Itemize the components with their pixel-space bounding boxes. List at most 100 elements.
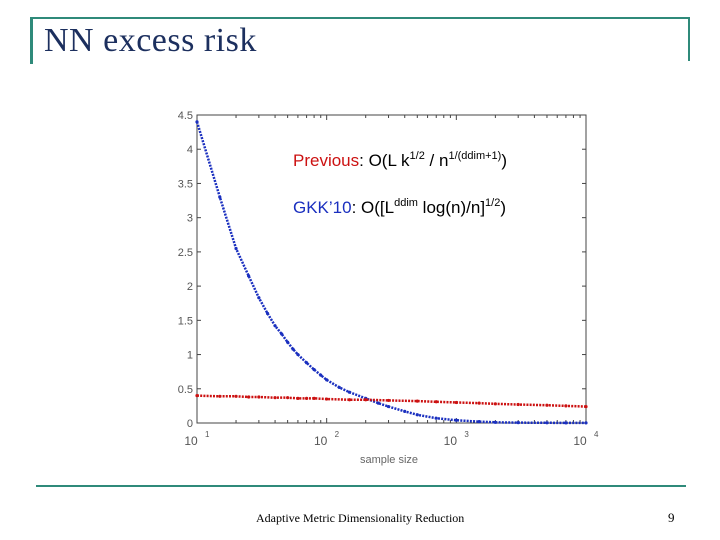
series-point-0 [434, 416, 438, 420]
series-point-1 [434, 400, 438, 404]
title-right-rule [688, 17, 690, 61]
annotation-text: / n [425, 151, 449, 170]
series-point-1 [246, 395, 251, 399]
annotation-text: ) [500, 198, 506, 217]
series-point-0 [325, 378, 329, 382]
series-point-1 [564, 404, 568, 408]
annotation-superscript: ddim [394, 197, 418, 209]
x-tick-exponent: 4 [594, 430, 599, 439]
series-point-1 [218, 394, 222, 398]
series-point-0 [312, 368, 316, 372]
x-tick-exponent: 1 [205, 430, 210, 439]
series-point-1 [273, 396, 277, 400]
y-tick-label: 2.5 [178, 247, 193, 259]
series-point-0 [234, 246, 238, 251]
series-point-0 [304, 361, 309, 365]
axes [196, 114, 587, 424]
y-tick-label: 3 [187, 213, 193, 225]
series-point-0 [545, 421, 549, 425]
series-point-0 [280, 332, 284, 336]
x-axis-label: sample size [360, 454, 418, 466]
annotation-superscript: 1/(ddim+1) [448, 150, 501, 162]
y-tick-label: 4.5 [178, 110, 193, 122]
series-point-0 [386, 404, 391, 409]
series-point-1 [286, 396, 290, 400]
series-point-1 [454, 400, 458, 405]
x-tick-label: 10 [184, 434, 198, 448]
series-point-1 [325, 397, 329, 401]
series-point-0 [195, 120, 199, 124]
series-point-1 [493, 402, 497, 406]
slide-title: NN excess risk [44, 22, 257, 59]
annotation-superscript: 1/2 [485, 197, 500, 209]
series-point-0 [296, 352, 300, 357]
y-tick-label: 0.5 [178, 384, 193, 396]
series-line-1 [196, 394, 587, 408]
series-point-0 [265, 311, 270, 316]
footer-text: Adaptive Metric Dimensionality Reduction [256, 511, 465, 525]
series-point-0 [477, 420, 481, 424]
series-point-1 [516, 402, 520, 407]
series-point-1 [584, 404, 588, 409]
x-tick-exponent: 3 [464, 430, 469, 439]
annotation-prefix: GKK’10 [293, 198, 352, 217]
annotation-prefix: Previous [293, 151, 359, 170]
series-point-0 [246, 274, 251, 278]
x-tick-label: 10 [573, 434, 587, 448]
page-number: 9 [668, 510, 675, 525]
y-tick-label: 3.5 [178, 178, 193, 190]
series-point-0 [273, 324, 277, 328]
plot-frame [196, 114, 587, 424]
y-tick-label: 4 [187, 144, 193, 156]
series-point-0 [319, 373, 323, 377]
series-point-1 [364, 398, 368, 402]
tick-labels: 0 0.5 1 1.5 2 2.5 3 3.5 4 4.5 10 1 10 2 10 3 10 4 [178, 110, 599, 448]
y-tick-label: 0 [187, 418, 193, 430]
x-tick-exponent: 2 [335, 430, 340, 439]
series-point-0 [415, 413, 419, 417]
y-tick-label: 2 [187, 281, 193, 293]
annotation-superscript: 1/2 [410, 150, 425, 162]
series-point-0 [516, 421, 520, 425]
annotation-1: GKK’10: O([Lddim log(n)/n]1/2) [293, 197, 506, 217]
title-top-rule [30, 17, 690, 19]
series-point-1 [347, 398, 352, 402]
series-point-1 [312, 396, 316, 400]
series-point-0 [403, 409, 407, 413]
annotation-text: : O(L k [359, 151, 410, 170]
series-point-1 [257, 395, 261, 399]
series-point-1 [304, 396, 309, 400]
series-point-1 [415, 399, 419, 403]
series-point-1 [386, 398, 391, 403]
series-point-1 [234, 394, 238, 398]
series-point-0 [218, 195, 222, 199]
annotation-text: ) [501, 151, 507, 170]
title-left-rule [30, 18, 33, 64]
series-point-0 [564, 421, 568, 425]
annotation-text: : O([L [352, 198, 395, 217]
footer-rule [36, 485, 686, 487]
series-point-0 [337, 385, 341, 390]
y-tick-label: 1 [187, 350, 193, 362]
series-point-0 [286, 340, 290, 344]
series-point-1 [545, 403, 549, 407]
series-point-1 [477, 401, 481, 405]
y-tick-label: 1.5 [178, 315, 193, 327]
series-point-0 [376, 401, 380, 405]
series-point-0 [291, 347, 295, 351]
x-tick-label: 10 [314, 434, 328, 448]
series-point-0 [454, 418, 458, 422]
series-point-1 [296, 396, 300, 400]
data-series [195, 120, 588, 425]
series-point-0 [257, 296, 261, 300]
annotation-0: Previous: O(L k1/2 / n1/(ddim+1)) [293, 150, 507, 170]
annotations: Previous: O(L k1/2 / n1/(ddim+1))GKK’10:… [293, 150, 507, 217]
series-line-0 [195, 121, 586, 425]
series-point-0 [493, 420, 497, 424]
x-tick-label: 10 [444, 434, 458, 448]
series-point-0 [347, 390, 352, 394]
annotation-text: log(n)/n] [418, 198, 485, 217]
series-point-0 [584, 421, 588, 425]
series-point-1 [195, 394, 199, 398]
